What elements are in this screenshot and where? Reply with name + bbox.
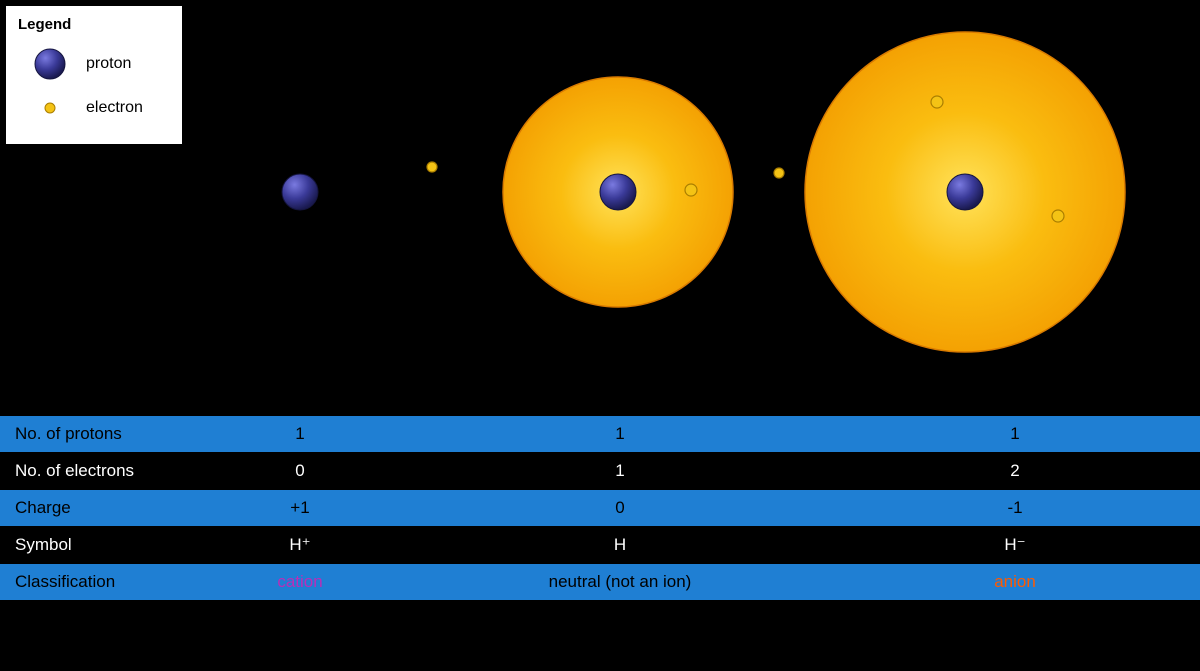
atom-diagram — [0, 0, 1200, 415]
cell: 2 — [830, 453, 1200, 490]
table-row: SymbolH⁺HH⁻ — [0, 527, 1200, 564]
cell: 1 — [190, 416, 410, 453]
cell: H⁻ — [830, 527, 1200, 564]
cell: 1 — [830, 416, 1200, 453]
row-label: Symbol — [0, 527, 190, 564]
atom-cation — [282, 174, 318, 210]
atom-anion — [805, 32, 1125, 352]
cell: anion — [830, 564, 1200, 601]
table-row: Charge+10-1 — [0, 490, 1200, 527]
cell: 0 — [190, 453, 410, 490]
row-label: Classification — [0, 564, 190, 601]
atom-neutral — [503, 77, 733, 307]
table-row: No. of protons111 — [0, 416, 1200, 453]
cell: cation — [190, 564, 410, 601]
row-label: No. of protons — [0, 416, 190, 453]
cell: H — [410, 527, 830, 564]
cell: 0 — [410, 490, 830, 527]
diagram-area — [0, 0, 1200, 415]
cell: H⁺ — [190, 527, 410, 564]
table-row: Classificationcationneutral (not an ion)… — [0, 564, 1200, 601]
row-label: Charge — [0, 490, 190, 527]
cell: 1 — [410, 416, 830, 453]
free-electron-0 — [427, 162, 437, 172]
cell: neutral (not an ion) — [410, 564, 830, 601]
cell: 1 — [410, 453, 830, 490]
data-table: No. of protons111No. of electrons012Char… — [0, 415, 1200, 601]
table-row: No. of electrons012 — [0, 453, 1200, 490]
cell: +1 — [190, 490, 410, 527]
row-label: No. of electrons — [0, 453, 190, 490]
cell: -1 — [830, 490, 1200, 527]
free-electron-1 — [774, 168, 784, 178]
